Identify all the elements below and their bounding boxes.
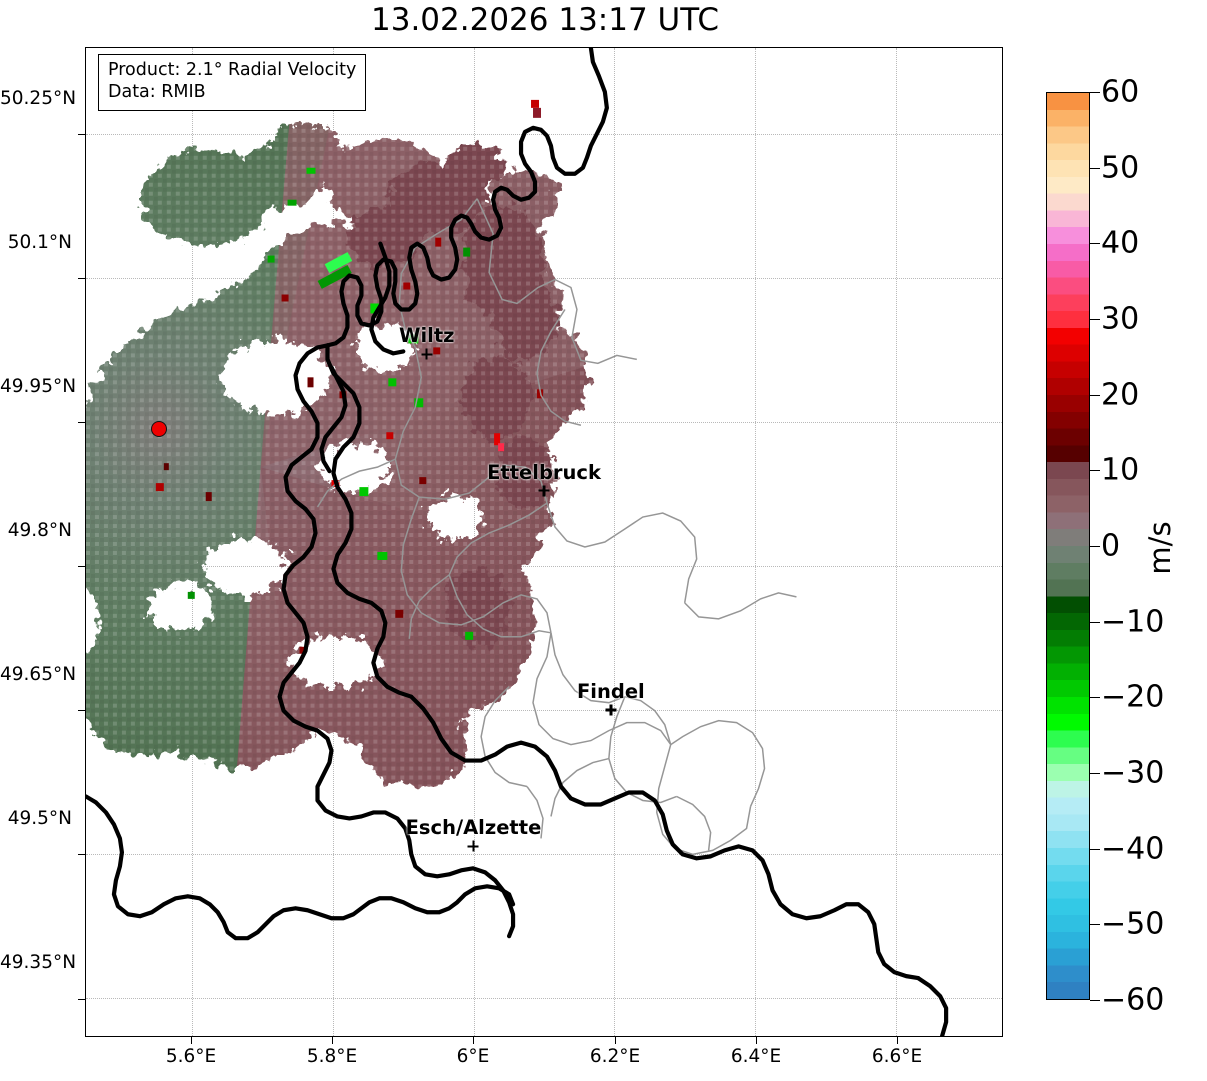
xtick-mark-6.4 <box>756 1037 757 1044</box>
velocity-colorbar[interactable] <box>1046 92 1090 1000</box>
xtick-label-5.8: 5.8°E <box>306 1046 358 1067</box>
ytick-mark-49.95 <box>78 421 85 423</box>
city-label-esch-alzette: Esch/Alzette <box>405 816 542 840</box>
xtick-label-6.0: 6°E <box>456 1046 490 1067</box>
xtick-mark-5.6 <box>191 1037 192 1044</box>
cbar-tick-m50: −50 <box>1101 906 1165 942</box>
xtick-mark-5.8 <box>332 1037 333 1044</box>
figure-title: 13.02.2026 13:17 UTC <box>371 2 719 38</box>
cbar-mark-60 <box>1090 92 1100 93</box>
country-borders <box>86 48 949 1036</box>
cbar-tick-m40: −40 <box>1101 831 1165 867</box>
gridline-lat-49.95 <box>86 422 1002 424</box>
city-label-wiltz: Wiltz <box>398 324 455 348</box>
colorbar-gradient <box>1047 93 1089 999</box>
gridline-lon-6.2 <box>614 48 616 1036</box>
xtick-mark-6.2 <box>615 1037 616 1044</box>
district-borders <box>316 198 797 856</box>
ytick-mark-49.65 <box>78 710 85 712</box>
cbar-mark-50 <box>1090 167 1100 169</box>
gridline-lat-49.5 <box>86 853 1002 855</box>
map-clip-region: Wiltz Ettelbruck Findel Esch/Alzette <box>86 48 1002 1036</box>
cbar-mark-40 <box>1090 243 1100 245</box>
ytick-label-49.65: 49.65°N <box>0 664 77 685</box>
cbar-tick-10: 10 <box>1101 452 1140 488</box>
xtick-mark-6.6 <box>897 1037 898 1044</box>
cbar-mark-m20 <box>1090 697 1100 699</box>
city-label-ettelbruck: Ettelbruck <box>487 460 601 484</box>
cbar-tick-20: 20 <box>1101 377 1140 413</box>
velocity-negative-region <box>86 48 1002 1036</box>
product-info-box: Product: 2.1° Radial Velocity Data: RMIB <box>98 54 367 111</box>
velocity-extreme-pixels <box>155 99 544 654</box>
cbar-tick-m10: −10 <box>1101 604 1165 640</box>
ytick-mark-50.1 <box>78 277 85 279</box>
xtick-mark-6.0 <box>473 1037 474 1044</box>
cbar-mark-10 <box>1090 470 1100 472</box>
cbar-tick-40: 40 <box>1101 225 1140 261</box>
xtick-label-5.6: 5.6°E <box>165 1046 217 1067</box>
gridline-lon-6.6 <box>896 48 898 1036</box>
product-line: Product: 2.1° Radial Velocity <box>108 60 357 80</box>
ytick-label-49.8: 49.8°N <box>7 520 72 541</box>
xtick-label-6.4: 6.4°E <box>730 1046 782 1067</box>
ytick-label-49.35: 49.35°N <box>0 952 77 973</box>
gridline-lat-49.65 <box>86 709 1002 711</box>
cbar-mark-m40 <box>1090 848 1100 850</box>
cbar-mark-0 <box>1090 546 1100 547</box>
ytick-label-50.25: 50.25°N <box>0 88 77 109</box>
cbar-mark-m10 <box>1090 621 1100 623</box>
ytick-mark-50.25 <box>78 133 85 135</box>
cbar-tick-60: 60 <box>1101 74 1140 110</box>
city-label-findel: Findel <box>576 679 645 703</box>
cbar-mark-m50 <box>1090 924 1100 926</box>
cbar-mark-30 <box>1090 319 1100 320</box>
velocity-east-cells <box>86 48 1002 1036</box>
city-marker-findel[interactable] <box>604 703 617 716</box>
gridline-lat-50.25 <box>86 134 1002 136</box>
cbar-mark-20 <box>1090 394 1100 396</box>
xtick-label-6.2: 6.2°E <box>589 1046 641 1067</box>
gridline-lon-5.6 <box>191 48 193 1036</box>
radar-map-panel[interactable]: Wiltz Ettelbruck Findel Esch/Alzette Pro… <box>85 47 1003 1037</box>
ytick-mark-49.8 <box>78 566 85 567</box>
city-marker-wiltz[interactable] <box>420 348 433 361</box>
gridline-lon-5.8 <box>332 48 334 1036</box>
administrative-borders-layer <box>86 48 949 1036</box>
gridline-lon-6.0 <box>473 48 475 1036</box>
cbar-mark-m30 <box>1090 773 1100 774</box>
gridline-lat-49.35 <box>86 997 1002 999</box>
ytick-label-49.5: 49.5°N <box>7 808 72 829</box>
cbar-tick-m20: −20 <box>1101 679 1165 715</box>
ytick-mark-49.5 <box>78 854 85 856</box>
data-source-line: Data: RMIB <box>108 82 206 103</box>
city-marker-esch-alzette[interactable] <box>467 840 480 853</box>
gridline-lat-50.1 <box>86 278 1002 280</box>
radar-site-marker[interactable] <box>151 421 168 438</box>
radar-reflectivity-layer <box>86 48 1002 1036</box>
xtick-label-6.6: 6.6°E <box>871 1046 923 1067</box>
ytick-mark-49.35 <box>78 998 85 1000</box>
cbar-tick-30: 30 <box>1101 301 1140 337</box>
gridline-lon-6.4 <box>755 48 757 1036</box>
cbar-tick-50: 50 <box>1101 150 1140 186</box>
cbar-tick-m30: −30 <box>1101 755 1165 791</box>
cbar-mark-m60 <box>1090 1000 1100 1001</box>
cbar-tick-m60: −60 <box>1101 982 1165 1018</box>
ytick-label-50.1: 50.1°N <box>7 232 72 253</box>
colorbar-unit-label: m/s <box>1143 521 1177 575</box>
cbar-tick-0: 0 <box>1101 528 1121 564</box>
city-marker-ettelbruck[interactable] <box>538 484 551 497</box>
gridline-lat-49.8 <box>86 566 1002 567</box>
ytick-label-49.95: 49.95°N <box>0 376 77 397</box>
